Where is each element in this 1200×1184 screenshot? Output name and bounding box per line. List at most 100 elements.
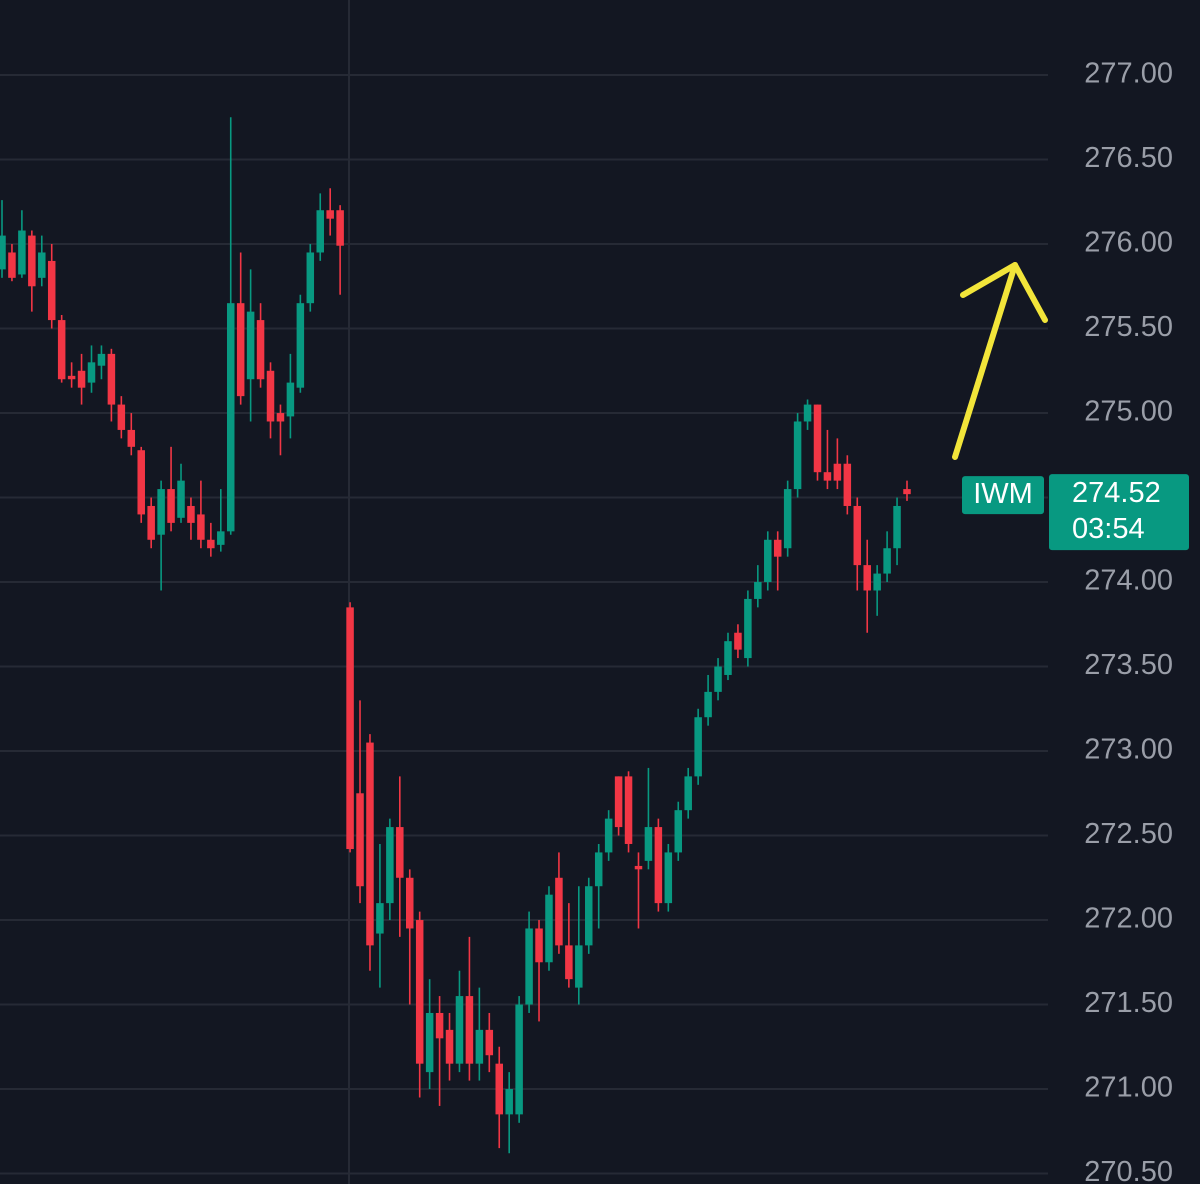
candle-body [47, 260, 56, 321]
candle-body [57, 320, 66, 380]
candle-body [356, 793, 364, 887]
candle-body [67, 375, 76, 380]
candle-body [445, 1029, 454, 1064]
y-tick-label: 272.50 [1084, 818, 1173, 850]
candle-body [803, 404, 812, 422]
last-price-label: 274.52 [1072, 477, 1161, 509]
candle-body [833, 463, 842, 481]
candle-body [107, 353, 116, 405]
y-tick-label: 270.50 [1084, 1156, 1173, 1184]
candle-body [246, 311, 255, 380]
candle-body [704, 691, 712, 718]
candles [0, 117, 911, 1154]
candle-body [8, 252, 16, 278]
candle-body [754, 582, 762, 599]
candle-body [177, 480, 185, 518]
candle-body [226, 303, 235, 532]
arrow-head [960, 262, 1048, 323]
candle-body [306, 252, 315, 304]
candle-body [465, 996, 474, 1064]
candle-body [207, 539, 215, 549]
y-tick-label: 272.00 [1084, 903, 1173, 935]
candle-body [624, 776, 633, 844]
candle-body [137, 450, 145, 515]
candle-body [793, 421, 802, 490]
candle-body [87, 362, 96, 383]
candle-body [485, 1029, 494, 1056]
candle-body [714, 666, 722, 692]
candle-body [157, 489, 165, 535]
candle-body [893, 505, 901, 549]
y-tick-label: 271.50 [1084, 987, 1173, 1019]
candle-body [813, 404, 822, 473]
candle-body [217, 531, 225, 545]
candle-body [565, 945, 573, 980]
candle-body [664, 852, 673, 904]
candle-body [783, 489, 792, 549]
candle-body [415, 920, 424, 1064]
candle-body [276, 413, 285, 422]
candle-body [674, 810, 683, 853]
y-tick-label: 274.00 [1084, 565, 1173, 597]
candle-body [97, 353, 106, 366]
candle-body [764, 539, 772, 583]
candle-body [594, 852, 603, 887]
candle-body [127, 429, 136, 447]
candle-body [187, 505, 195, 523]
candle-body [386, 827, 394, 904]
candle-body [326, 210, 334, 219]
candle-body [316, 210, 324, 253]
candle-body [296, 303, 305, 388]
candle-body [425, 1012, 434, 1073]
countdown-label: 03:54 [1072, 513, 1145, 545]
candle-body [744, 598, 752, 659]
candle-body [515, 1004, 523, 1115]
candle-body [694, 717, 702, 777]
candle-body [843, 463, 852, 506]
candle-body [734, 632, 742, 650]
candle-body [863, 565, 871, 591]
symbol-box [962, 476, 1044, 515]
y-tick-label: 271.00 [1084, 1072, 1173, 1104]
candle-body [286, 382, 295, 417]
candle-body [604, 818, 613, 853]
candle-body [853, 505, 862, 566]
candle-body [525, 928, 533, 1005]
y-tick-label: 276.00 [1084, 227, 1173, 259]
candle-body [505, 1089, 513, 1115]
candle-body [346, 607, 354, 850]
candle-body [256, 320, 265, 380]
candle-body [236, 303, 245, 397]
y-tick-label: 277.00 [1084, 58, 1173, 90]
candle-body [475, 1029, 484, 1064]
candle-body [336, 210, 344, 246]
candle-body [77, 370, 86, 388]
candle-body [197, 514, 205, 540]
y-tick-label: 276.50 [1084, 142, 1173, 174]
y-tick-label: 275.00 [1084, 396, 1173, 428]
candle-body [823, 472, 832, 481]
axis-labels: 270.50 271.00 271.50 272.00 272.50 273.00 273.… [1084, 58, 1173, 1184]
candle-body [585, 886, 593, 946]
candle-body [535, 928, 543, 963]
last-price-box [1049, 474, 1189, 551]
candle-body [435, 1012, 444, 1039]
candle-body [0, 235, 6, 270]
candle-body [545, 894, 553, 963]
candle-body [18, 230, 26, 275]
candle-body [654, 827, 663, 904]
candle-body [614, 776, 623, 828]
candle-body [873, 573, 881, 591]
candle-body [495, 1063, 504, 1115]
candle-body [376, 903, 384, 934]
candle-body [634, 865, 643, 870]
candle-body [575, 945, 583, 988]
y-tick-label: 275.50 [1084, 311, 1173, 343]
grid [0, 74, 1048, 1175]
candle-body [28, 235, 36, 287]
candle-body [644, 827, 653, 861]
candle-body [147, 505, 155, 540]
candle-body [684, 776, 692, 811]
candle-body [405, 877, 414, 929]
